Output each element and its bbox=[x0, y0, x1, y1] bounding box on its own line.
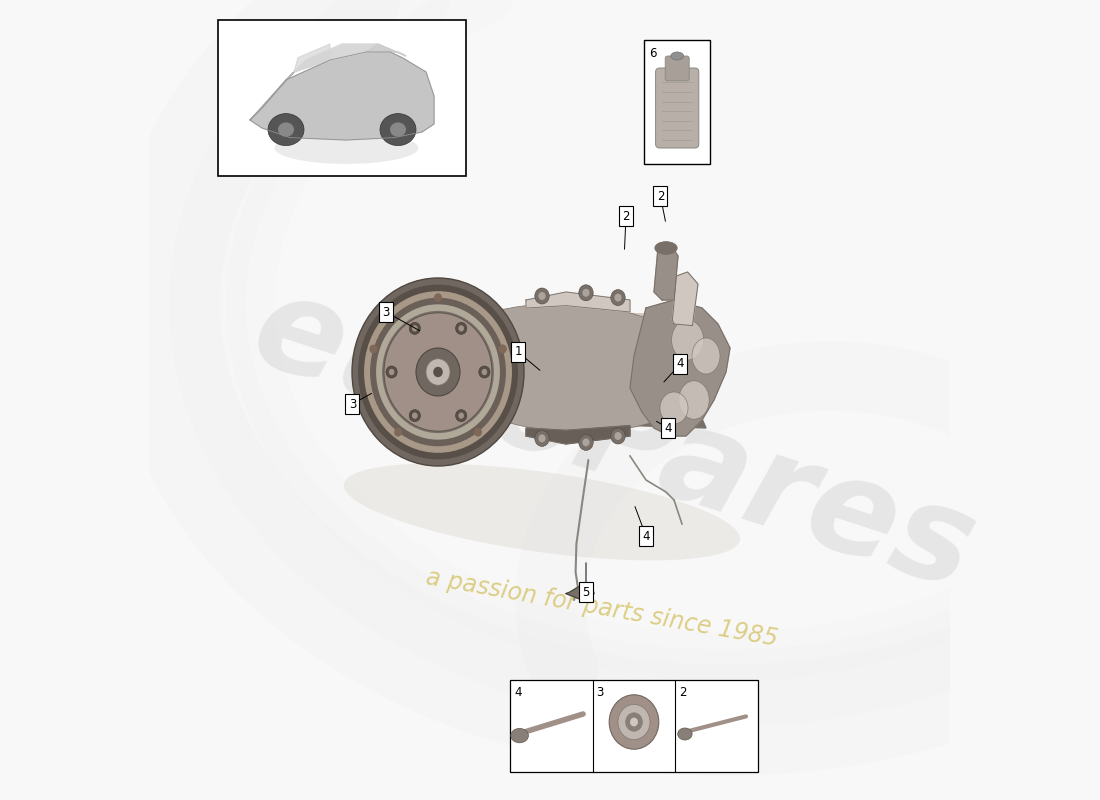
Ellipse shape bbox=[434, 304, 706, 432]
Text: 2: 2 bbox=[623, 210, 629, 222]
Ellipse shape bbox=[395, 325, 481, 419]
Polygon shape bbox=[250, 52, 434, 140]
Text: 6: 6 bbox=[649, 47, 657, 60]
Text: euroPares: euroPares bbox=[238, 264, 990, 616]
Ellipse shape bbox=[478, 366, 490, 378]
Ellipse shape bbox=[692, 338, 720, 374]
Polygon shape bbox=[366, 44, 406, 56]
Ellipse shape bbox=[654, 242, 678, 254]
Text: 3: 3 bbox=[349, 398, 356, 410]
Ellipse shape bbox=[579, 285, 593, 301]
Ellipse shape bbox=[344, 463, 740, 561]
Ellipse shape bbox=[426, 358, 450, 385]
Ellipse shape bbox=[459, 413, 464, 419]
Polygon shape bbox=[566, 584, 594, 600]
Ellipse shape bbox=[582, 438, 590, 446]
Ellipse shape bbox=[409, 410, 420, 422]
Text: 4: 4 bbox=[664, 422, 672, 434]
Text: a passion for parts since 1985: a passion for parts since 1985 bbox=[425, 565, 780, 651]
Ellipse shape bbox=[394, 428, 402, 437]
Text: 2: 2 bbox=[657, 190, 664, 202]
Ellipse shape bbox=[630, 718, 638, 726]
Ellipse shape bbox=[679, 381, 710, 419]
Ellipse shape bbox=[278, 122, 294, 137]
Ellipse shape bbox=[379, 114, 416, 146]
Ellipse shape bbox=[382, 311, 494, 433]
Ellipse shape bbox=[618, 705, 650, 739]
FancyBboxPatch shape bbox=[666, 56, 690, 81]
Polygon shape bbox=[672, 272, 698, 326]
Bar bbox=[510, 680, 758, 772]
Polygon shape bbox=[526, 292, 630, 312]
Ellipse shape bbox=[482, 369, 487, 375]
Polygon shape bbox=[294, 44, 330, 72]
Ellipse shape bbox=[671, 52, 683, 60]
Ellipse shape bbox=[672, 320, 704, 360]
Ellipse shape bbox=[474, 428, 482, 437]
Ellipse shape bbox=[388, 369, 395, 375]
Ellipse shape bbox=[609, 694, 659, 749]
Ellipse shape bbox=[510, 728, 528, 742]
Ellipse shape bbox=[535, 288, 549, 304]
Ellipse shape bbox=[352, 278, 524, 466]
Ellipse shape bbox=[615, 294, 622, 302]
Text: 3: 3 bbox=[596, 686, 604, 699]
Ellipse shape bbox=[579, 434, 593, 450]
Ellipse shape bbox=[268, 114, 304, 146]
Polygon shape bbox=[630, 300, 730, 436]
Polygon shape bbox=[434, 364, 706, 428]
Ellipse shape bbox=[535, 430, 549, 446]
Ellipse shape bbox=[666, 314, 716, 430]
Ellipse shape bbox=[660, 392, 688, 424]
Ellipse shape bbox=[416, 348, 460, 396]
Polygon shape bbox=[654, 244, 678, 300]
FancyBboxPatch shape bbox=[656, 68, 699, 148]
Ellipse shape bbox=[610, 428, 625, 444]
Ellipse shape bbox=[498, 345, 507, 354]
Ellipse shape bbox=[459, 325, 464, 331]
Ellipse shape bbox=[388, 318, 488, 426]
Polygon shape bbox=[434, 308, 706, 372]
Text: 3: 3 bbox=[383, 306, 389, 318]
Ellipse shape bbox=[615, 432, 622, 440]
Ellipse shape bbox=[454, 318, 498, 422]
Ellipse shape bbox=[364, 291, 512, 453]
Ellipse shape bbox=[274, 132, 418, 164]
Ellipse shape bbox=[386, 366, 397, 378]
Ellipse shape bbox=[409, 322, 420, 334]
Ellipse shape bbox=[455, 322, 466, 334]
Ellipse shape bbox=[434, 294, 442, 302]
Ellipse shape bbox=[390, 122, 406, 137]
Ellipse shape bbox=[425, 308, 475, 423]
Polygon shape bbox=[286, 44, 406, 80]
Ellipse shape bbox=[625, 712, 642, 731]
Ellipse shape bbox=[582, 289, 590, 297]
Ellipse shape bbox=[538, 292, 546, 300]
Text: 4: 4 bbox=[514, 686, 521, 699]
Ellipse shape bbox=[678, 728, 692, 740]
Text: 4: 4 bbox=[676, 358, 684, 370]
Polygon shape bbox=[526, 426, 630, 444]
Ellipse shape bbox=[412, 325, 418, 331]
Ellipse shape bbox=[370, 298, 506, 446]
Bar bbox=[218, 20, 466, 176]
Text: 1: 1 bbox=[515, 346, 521, 358]
Ellipse shape bbox=[610, 290, 625, 306]
Ellipse shape bbox=[412, 413, 418, 419]
Ellipse shape bbox=[376, 304, 499, 440]
Ellipse shape bbox=[498, 345, 507, 354]
Ellipse shape bbox=[455, 410, 466, 422]
Ellipse shape bbox=[384, 313, 492, 431]
Bar bbox=[645, 40, 710, 164]
Ellipse shape bbox=[358, 285, 518, 459]
Ellipse shape bbox=[433, 366, 443, 378]
Text: 5: 5 bbox=[582, 586, 590, 598]
Ellipse shape bbox=[538, 434, 546, 442]
Polygon shape bbox=[250, 72, 294, 120]
Text: 2: 2 bbox=[680, 686, 686, 699]
Text: 4: 4 bbox=[642, 530, 650, 542]
Ellipse shape bbox=[370, 345, 377, 354]
